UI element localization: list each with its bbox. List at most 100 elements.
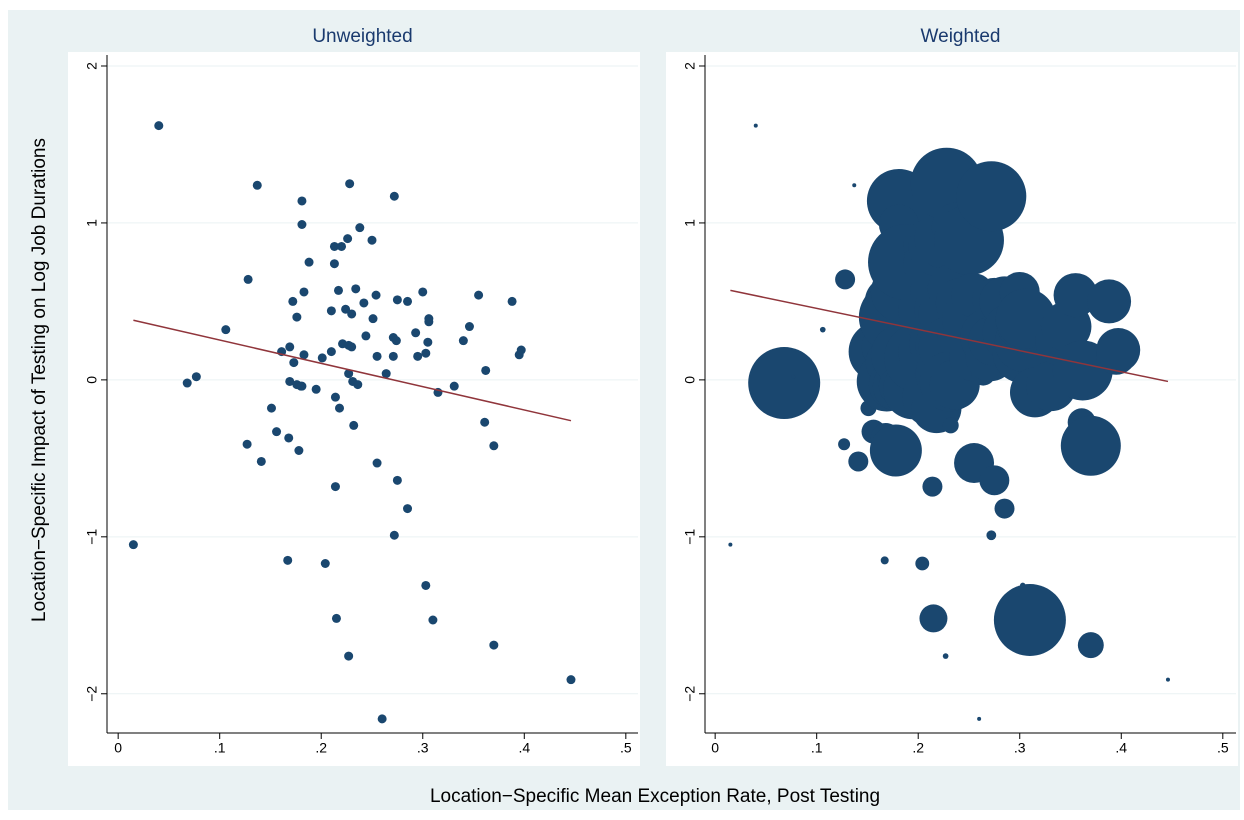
point — [421, 580, 431, 590]
point — [372, 458, 382, 468]
panel-background — [68, 52, 640, 766]
point — [329, 241, 339, 251]
point — [304, 257, 314, 267]
point — [489, 441, 499, 451]
point — [428, 615, 438, 625]
point — [288, 296, 298, 306]
bubble — [942, 653, 949, 659]
point — [191, 372, 201, 382]
point — [297, 381, 307, 391]
point — [252, 180, 262, 190]
point — [329, 259, 339, 269]
point — [516, 345, 526, 355]
bubble — [748, 347, 821, 420]
point — [243, 274, 253, 284]
fit-line — [730, 289, 1169, 383]
x-tick-label: .4 — [1115, 740, 1127, 756]
bubble — [922, 476, 943, 497]
x-tick-label: 0 — [711, 740, 719, 756]
point — [388, 351, 398, 361]
point — [294, 446, 304, 455]
y-tick-label: −2 — [682, 686, 698, 702]
bubble — [1087, 279, 1132, 324]
bubble — [791, 374, 796, 379]
point — [371, 290, 381, 300]
bubble — [852, 183, 857, 188]
point — [449, 381, 459, 391]
point — [242, 439, 252, 449]
point — [489, 640, 499, 650]
point — [337, 241, 347, 251]
bubble — [942, 417, 959, 434]
y-tick-label: 2 — [84, 62, 100, 70]
point — [424, 314, 434, 324]
fit-line — [133, 319, 572, 422]
bubble — [753, 123, 758, 128]
point — [256, 456, 266, 466]
point — [289, 358, 299, 368]
point — [421, 348, 431, 358]
point — [355, 223, 365, 233]
point — [481, 365, 491, 375]
point — [299, 287, 309, 297]
point — [311, 384, 321, 394]
point — [331, 613, 341, 623]
bubble — [956, 161, 1027, 232]
bubble — [880, 556, 889, 565]
y-tick-label: 0 — [682, 376, 698, 384]
point — [367, 235, 377, 245]
bubble — [819, 326, 826, 333]
point — [389, 191, 399, 201]
point — [128, 540, 138, 550]
x-tick-label: 0 — [114, 740, 122, 756]
point — [326, 306, 336, 316]
bubble — [848, 451, 869, 472]
point — [368, 314, 378, 324]
x-axis-title: Location−Specific Mean Exception Rate, P… — [430, 786, 880, 807]
point — [361, 331, 371, 341]
point — [411, 328, 421, 338]
x-tick-label: .2 — [315, 740, 327, 756]
point — [292, 312, 302, 322]
point — [344, 369, 354, 379]
point — [403, 504, 413, 514]
point — [272, 427, 282, 437]
point — [392, 475, 402, 485]
point — [297, 196, 307, 206]
point — [349, 420, 359, 430]
y-tick-label: 1 — [84, 219, 100, 227]
panel-title: Weighted — [921, 26, 1001, 47]
panel-title: Unweighted — [312, 26, 412, 47]
point — [345, 179, 355, 189]
point — [413, 351, 423, 361]
point — [343, 234, 353, 244]
x-tick-label: .2 — [912, 740, 924, 756]
point — [458, 336, 468, 346]
point — [285, 342, 295, 352]
point — [566, 675, 576, 685]
point — [182, 378, 192, 388]
y-tick-label: −2 — [84, 686, 100, 702]
point — [297, 220, 307, 229]
point — [347, 309, 357, 319]
bubble — [986, 530, 997, 541]
x-tick-label: .1 — [811, 740, 823, 756]
y-tick-label: 1 — [682, 219, 698, 227]
point — [372, 351, 382, 361]
x-tick-label: .1 — [214, 740, 226, 756]
point — [507, 296, 517, 306]
y-tick-label: −1 — [84, 529, 100, 545]
point — [392, 295, 402, 305]
y-tick-label: −1 — [682, 529, 698, 545]
bubble — [994, 498, 1015, 519]
bubble — [728, 542, 733, 547]
point — [284, 433, 294, 443]
bubble — [993, 584, 1066, 656]
bubble — [1053, 273, 1098, 318]
y-tick-label: 2 — [682, 62, 698, 70]
bubble — [1165, 677, 1170, 682]
bubble — [915, 556, 930, 571]
